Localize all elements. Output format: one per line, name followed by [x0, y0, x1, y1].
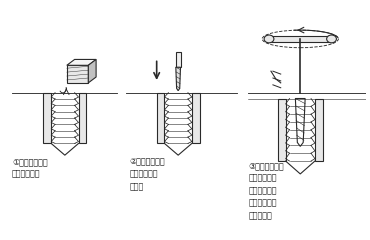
Polygon shape [88, 60, 96, 83]
Text: ③ボルト抜きを
タップハンド
ルでつかみ左
回しでボルト
を抜き取る: ③ボルト抜きを タップハンド ルでつかみ左 回しでボルト を抜き取る [249, 161, 284, 220]
Polygon shape [192, 93, 200, 144]
Polygon shape [315, 98, 323, 161]
Polygon shape [278, 98, 286, 161]
Polygon shape [78, 93, 86, 144]
Polygon shape [67, 65, 88, 83]
Polygon shape [43, 93, 51, 144]
Text: ①ドリルで下穴
寸法の穴あけ: ①ドリルで下穴 寸法の穴あけ [12, 157, 48, 179]
Polygon shape [67, 60, 96, 65]
Bar [269, 36, 332, 42]
Polygon shape [157, 93, 165, 144]
Ellipse shape [264, 35, 274, 43]
Polygon shape [176, 52, 181, 67]
Polygon shape [176, 67, 181, 91]
Text: ②ボルト抜きを
ドリル穴に差
し込む: ②ボルト抜きを ドリル穴に差 し込む [130, 157, 165, 191]
Ellipse shape [327, 35, 336, 43]
